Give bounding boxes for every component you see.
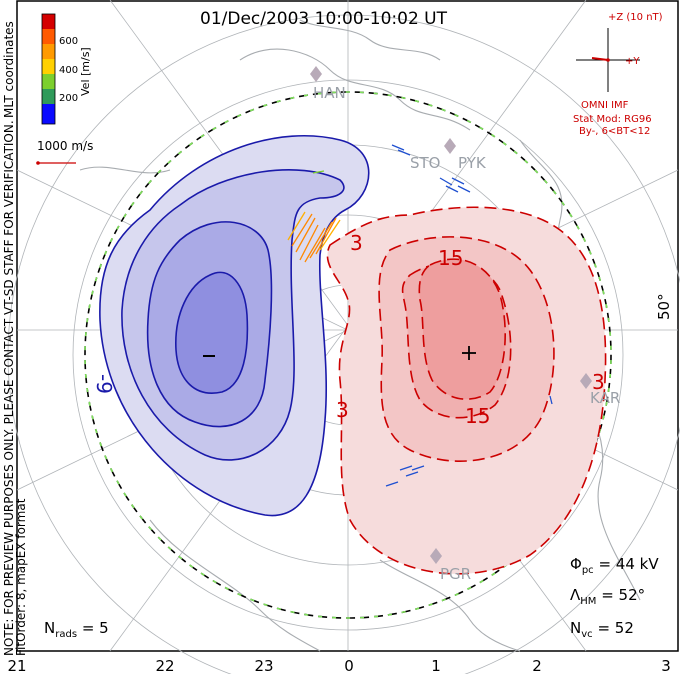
site-label-pyk: PYK [458, 154, 486, 172]
site-label-sto: STO [410, 154, 441, 172]
mlt-tick-3: 3 [661, 657, 671, 675]
imf-model: Stat Mod: RG96 [573, 114, 652, 125]
phi-symbol: Φ [570, 555, 582, 573]
lambda-value: = 52° [601, 586, 646, 604]
reference-vector-origin [36, 161, 40, 165]
imf-y-axis-label: +Y [625, 56, 640, 67]
site-label-han: HAN [313, 84, 346, 102]
nvc-value: = 52 [597, 619, 634, 637]
nrads-stat: Nrads = 5 [44, 619, 109, 640]
nvc-symbol: N [570, 619, 582, 637]
imf-source: OMNI IMF [581, 100, 629, 111]
phi-subscript: pc [581, 565, 594, 576]
site-markers [310, 66, 592, 564]
nrads-value: = 5 [81, 619, 109, 637]
colorbar-tick-600: 600 [59, 36, 79, 47]
mlt-tick-23: 23 [254, 657, 274, 675]
lambda-symbol: Λ [570, 586, 581, 604]
pos-contour-label-15-lower: 15 [465, 404, 491, 428]
neg-contour-4 [175, 271, 249, 394]
reference-vector-label: 1000 m/s [37, 139, 94, 153]
mlt-tick-21: 21 [7, 657, 27, 675]
hm-boundary-green [84, 91, 612, 619]
lambda-hm-stat: ΛHM = 52° [570, 586, 645, 607]
colorbar-tick-400: 400 [59, 65, 79, 76]
velocity-vectors [287, 144, 553, 487]
phi-value: = 44 kV [598, 555, 659, 573]
mlt-tick-22: 22 [155, 657, 175, 675]
pos-contour-label-3-top: 3 [350, 231, 363, 255]
velocity-colorbar [41, 13, 56, 125]
site-label-pgr: PGR [440, 565, 472, 583]
mlt-tick-0: 0 [344, 657, 354, 675]
neg-contour-label: -9 [92, 374, 116, 394]
imf-condition: By-, 6<BT<12 [579, 126, 651, 137]
pos-contour-label-3-left: 3 [336, 398, 349, 422]
pos-potential-max-marker [462, 346, 476, 360]
imf-dial [576, 28, 640, 92]
phi-pc-stat: Φpc = 44 kV [570, 555, 659, 576]
colorbar-tick-200: 200 [59, 93, 79, 104]
pos-contour-label-3-right: 3 [592, 370, 605, 394]
map-title: 01/Dec/2003 10:00-10:02 UT [200, 9, 447, 29]
positive-cell [326, 206, 607, 575]
mlt-tick-2: 2 [532, 657, 542, 675]
mlt-tick-1: 1 [431, 657, 441, 675]
nvc-subscript: vc [581, 629, 593, 640]
fit-order-note: FitOrder: 8, mapEX format [14, 498, 28, 656]
pos-contour-label-15-upper: 15 [438, 246, 464, 270]
nrads-subscript: rads [55, 629, 78, 640]
lambda-subscript: HM [580, 596, 597, 607]
nvc-stat: Nvc = 52 [570, 619, 634, 640]
nrads-symbol: N [44, 619, 56, 637]
colorbar-label: Vel [m/s] [79, 47, 92, 96]
latitude-label: 50° [655, 293, 673, 320]
plot-frame [16, 0, 679, 652]
imf-z-axis-label: +Z (10 nT) [608, 12, 663, 23]
pos-contour-4 [418, 258, 506, 400]
site-label-kar: KAR [590, 389, 621, 407]
